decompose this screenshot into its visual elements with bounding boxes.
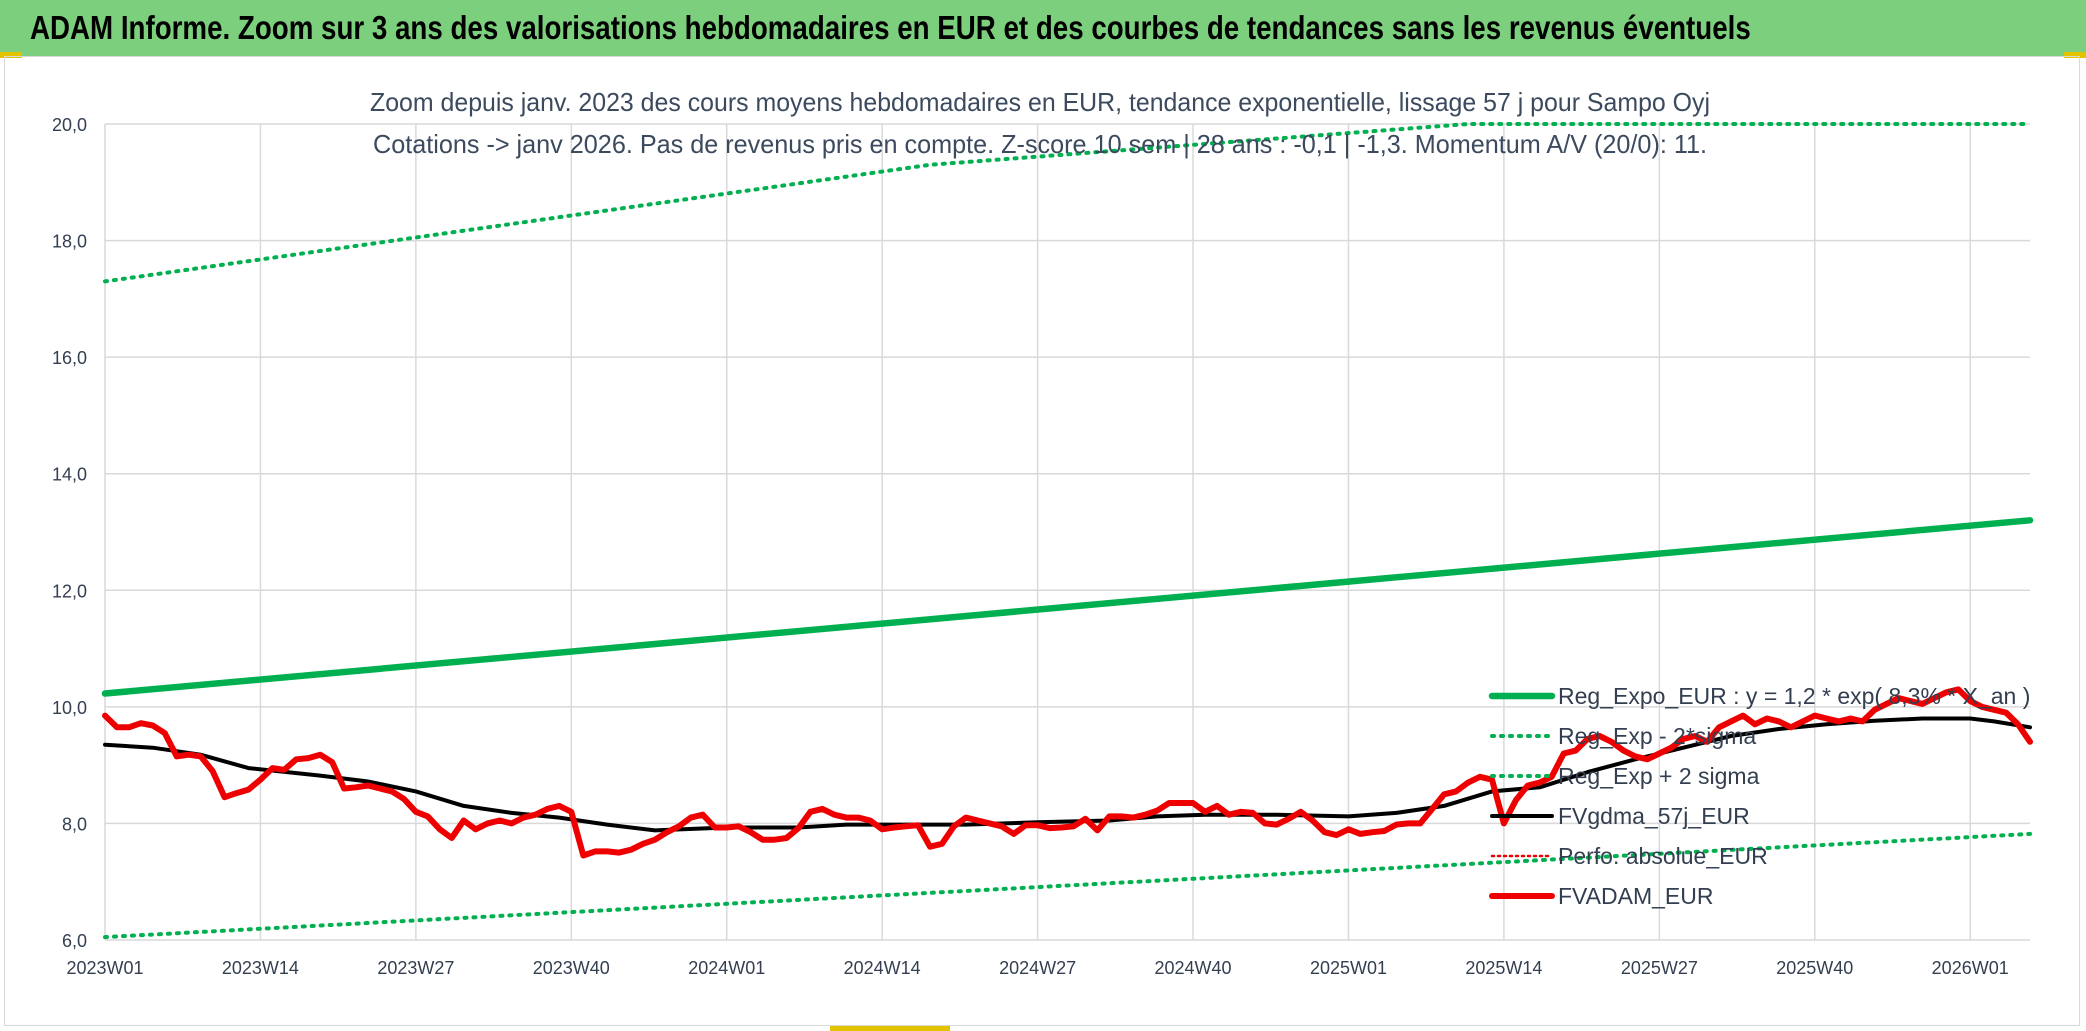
y-tick-label: 18,0	[52, 232, 87, 252]
x-tick-label: 2025W27	[1621, 958, 1698, 978]
legend-label-1: Reg_Exp - 2*sigma	[1558, 723, 1756, 749]
title-banner	[0, 0, 2086, 56]
chart-title: ADAM Informe. Zoom sur 3 ans des valoris…	[30, 9, 1751, 46]
x-tick-label: 2024W40	[1155, 958, 1232, 978]
x-axis-ticks: 2023W01 2023W14 2023W27 2023W40 2024W01 2024W…	[66, 958, 2008, 978]
legend-label-5: FVADAM_EUR	[1558, 883, 1714, 909]
x-tick-label: 2023W40	[533, 958, 610, 978]
legend: Reg_Expo_EUR : y = 1,2 * exp( 8,3% * X_a…	[1488, 683, 2030, 909]
subtitle-line-1: Zoom depuis janv. 2023 des cours moyens …	[370, 87, 1710, 117]
frame-corner-bottom	[830, 1026, 950, 1031]
x-tick-label: 2023W27	[377, 958, 454, 978]
series-line-2	[103, 122, 2032, 284]
x-tick-label: 2025W40	[1776, 958, 1853, 978]
y-tick-label: 8,0	[62, 814, 87, 834]
frame-corner-left	[0, 52, 22, 58]
frame-corner-right	[2064, 52, 2086, 58]
y-tick-label: 16,0	[52, 348, 87, 368]
x-tick-label: 2024W01	[688, 958, 765, 978]
series-line-0	[101, 517, 2034, 697]
series-line-5	[102, 686, 2033, 859]
x-tick-label: 2024W14	[844, 958, 921, 978]
legend-label-2: Reg_Exp + 2 sigma	[1558, 763, 1760, 789]
x-tick-label: 2024W27	[999, 958, 1076, 978]
series-line-1	[103, 831, 2032, 940]
y-tick-label: 6,0	[62, 931, 87, 951]
y-tick-label: 14,0	[52, 465, 87, 485]
legend-label-3: FVgdma_57j_EUR	[1558, 803, 1750, 829]
y-axis-ticks: 6,0 8,0 10,0 12,0 14,0 16,0 18,0 20,0	[52, 115, 87, 951]
y-tick-label: 12,0	[52, 581, 87, 601]
legend-label-4: Perfo. absolue_EUR	[1558, 843, 1768, 869]
x-tick-label: 2023W01	[66, 958, 143, 978]
chart-frame	[4, 56, 2080, 1026]
y-tick-label: 20,0	[52, 115, 87, 135]
y-tick-label: 10,0	[52, 698, 87, 718]
x-tick-label: 2023W14	[222, 958, 299, 978]
x-tick-label: 2025W14	[1465, 958, 1542, 978]
x-tick-label: 2025W01	[1310, 958, 1387, 978]
subtitle-line-2: Cotations -> janv 2026. Pas de revenus p…	[373, 129, 1707, 159]
legend-label-0: Reg_Expo_EUR : y = 1,2 * exp( 8,3% * X_a…	[1558, 683, 2030, 709]
x-tick-label: 2026W01	[1932, 958, 2009, 978]
chart-subtitle: Zoom depuis janv. 2023 des cours moyens …	[370, 87, 1710, 159]
series-layer	[101, 122, 2034, 940]
